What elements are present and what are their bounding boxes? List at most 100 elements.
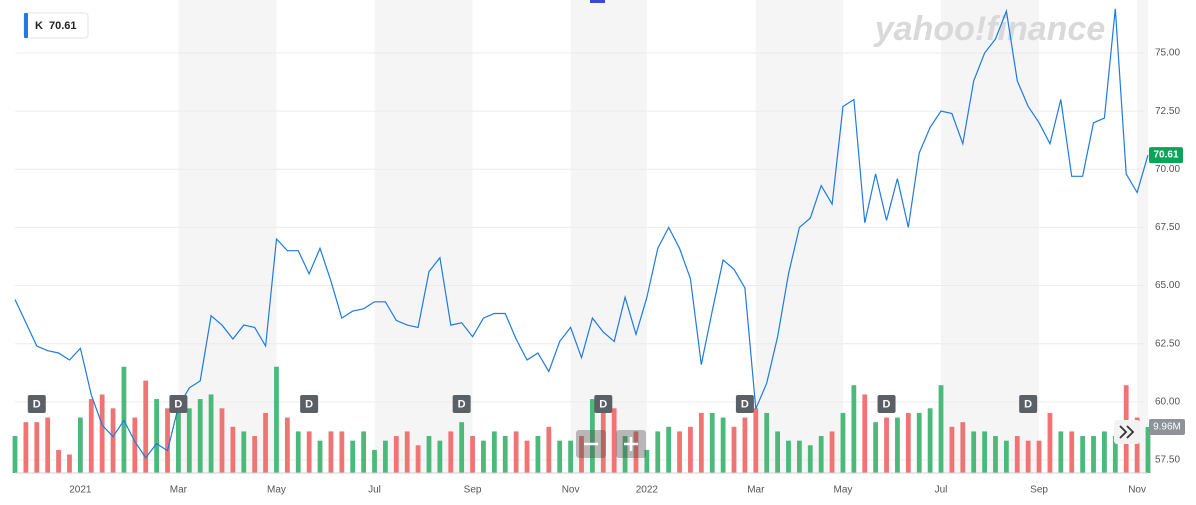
volume-bar: [317, 440, 323, 473]
volume-bar: [546, 426, 552, 473]
volume-bar: [12, 436, 18, 473]
volume-bar: [241, 431, 247, 473]
volume-bar: [361, 431, 367, 473]
volume-bar: [513, 431, 519, 473]
volume-bar: [165, 408, 170, 473]
volume-bar: [851, 385, 857, 473]
volume-bar: [459, 422, 465, 473]
volume-bar: [230, 426, 236, 473]
volume-bar: [611, 408, 617, 473]
dividend-box: [1019, 395, 1038, 413]
dividend-label: D: [1024, 398, 1032, 410]
dividend-label: D: [33, 398, 41, 410]
x-tick-label: Nov: [562, 485, 580, 496]
volume-bar: [154, 399, 160, 473]
volume-bar: [404, 431, 410, 473]
volume-bar: [34, 422, 40, 473]
volume-bar: [862, 394, 868, 473]
y-tick-label: 67.50: [1155, 222, 1180, 233]
volume-bar: [1102, 431, 1107, 473]
volume-bar: [873, 422, 879, 473]
volume-bar: [67, 454, 72, 473]
month-band: [1137, 0, 1148, 473]
y-tick-label: 62.50: [1155, 338, 1180, 349]
volume-bar: [197, 399, 203, 473]
volume-bar: [644, 449, 650, 473]
axis-tags: 70.61 9.96M: [1149, 147, 1185, 435]
volume-bar: [600, 412, 606, 473]
volume-bar: [491, 431, 497, 473]
volume-bar: [1047, 412, 1053, 473]
volume-bar: [568, 440, 574, 473]
dividend-box: [169, 395, 188, 413]
volume-bar: [339, 431, 345, 473]
x-tick-label: Sep: [1030, 485, 1048, 496]
volume-bar: [143, 380, 149, 473]
scroll-marker: [590, 0, 605, 3]
y-tick-label: 65.00: [1155, 280, 1180, 291]
volume-bar: [306, 431, 312, 473]
volume-bar: [437, 440, 443, 473]
badge-stripe: [24, 13, 28, 38]
volume-tag-bg: [1149, 418, 1185, 435]
volume-bar: [884, 417, 889, 473]
volume-tag: 9.96M: [1153, 422, 1181, 433]
volume-bar: [1145, 426, 1151, 473]
zoom-out-button[interactable]: [576, 430, 606, 458]
volume-bar: [1058, 431, 1064, 473]
month-band: [570, 0, 647, 473]
y-tick-label: 75.00: [1155, 48, 1180, 59]
volume-bar: [535, 436, 541, 473]
volume-bar: [1036, 440, 1042, 473]
volume-bar: [45, 417, 51, 473]
volume-bar: [840, 412, 846, 473]
month-band: [374, 0, 473, 473]
volume-bar: [77, 417, 83, 473]
dividend-box: [452, 395, 471, 413]
price-tag: 70.61: [1153, 150, 1178, 161]
month-band: [178, 0, 277, 473]
x-axis: 2021 Mar May Jul Sep Nov 2022 Mar May Jul Sep Nov: [69, 485, 1146, 496]
scroll-right-icon: [1119, 425, 1128, 439]
volume-bar: [524, 440, 530, 473]
volume-bar: [284, 417, 290, 473]
volume-bar: [274, 366, 279, 473]
x-tick-label: May: [267, 485, 286, 496]
scroll-right-button[interactable]: [1114, 420, 1140, 444]
dividend-box: [300, 395, 319, 413]
month-band: [941, 0, 1040, 473]
volume-bar: [1112, 436, 1118, 473]
volume-bar: [295, 431, 301, 473]
volume-bar: [110, 408, 116, 473]
x-tick-label: Mar: [170, 485, 188, 496]
volume-bar: [655, 431, 661, 473]
volume-bar: [796, 440, 802, 473]
volume-bar: [448, 431, 454, 473]
month-bands: [178, 0, 1148, 473]
volume-bar: [698, 412, 704, 473]
volume-bar: [622, 436, 628, 473]
symbol-badge[interactable]: K 70.61: [23, 12, 89, 39]
volume-bar: [971, 431, 977, 473]
volume-bar: [132, 417, 138, 473]
volume-bar: [502, 436, 508, 473]
dividend-label: D: [305, 398, 313, 410]
x-tick-label: May: [834, 485, 853, 496]
volume-bar: [938, 385, 944, 473]
volume-bar: [219, 408, 225, 473]
volume-bar: [415, 445, 421, 473]
volume-bar: [589, 399, 595, 473]
volume-bar: [1069, 431, 1075, 473]
volume-bar: [1014, 436, 1020, 473]
volume-bar: [1091, 436, 1096, 473]
zoom-in-button[interactable]: [616, 430, 646, 458]
volume-bar: [1134, 417, 1140, 473]
volume-bar: [666, 426, 672, 473]
volume-bar: [677, 431, 682, 473]
volume-bar: [895, 417, 900, 473]
volume-bar: [753, 408, 759, 473]
volume-bar: [742, 417, 748, 473]
volume-bar: [557, 440, 563, 473]
